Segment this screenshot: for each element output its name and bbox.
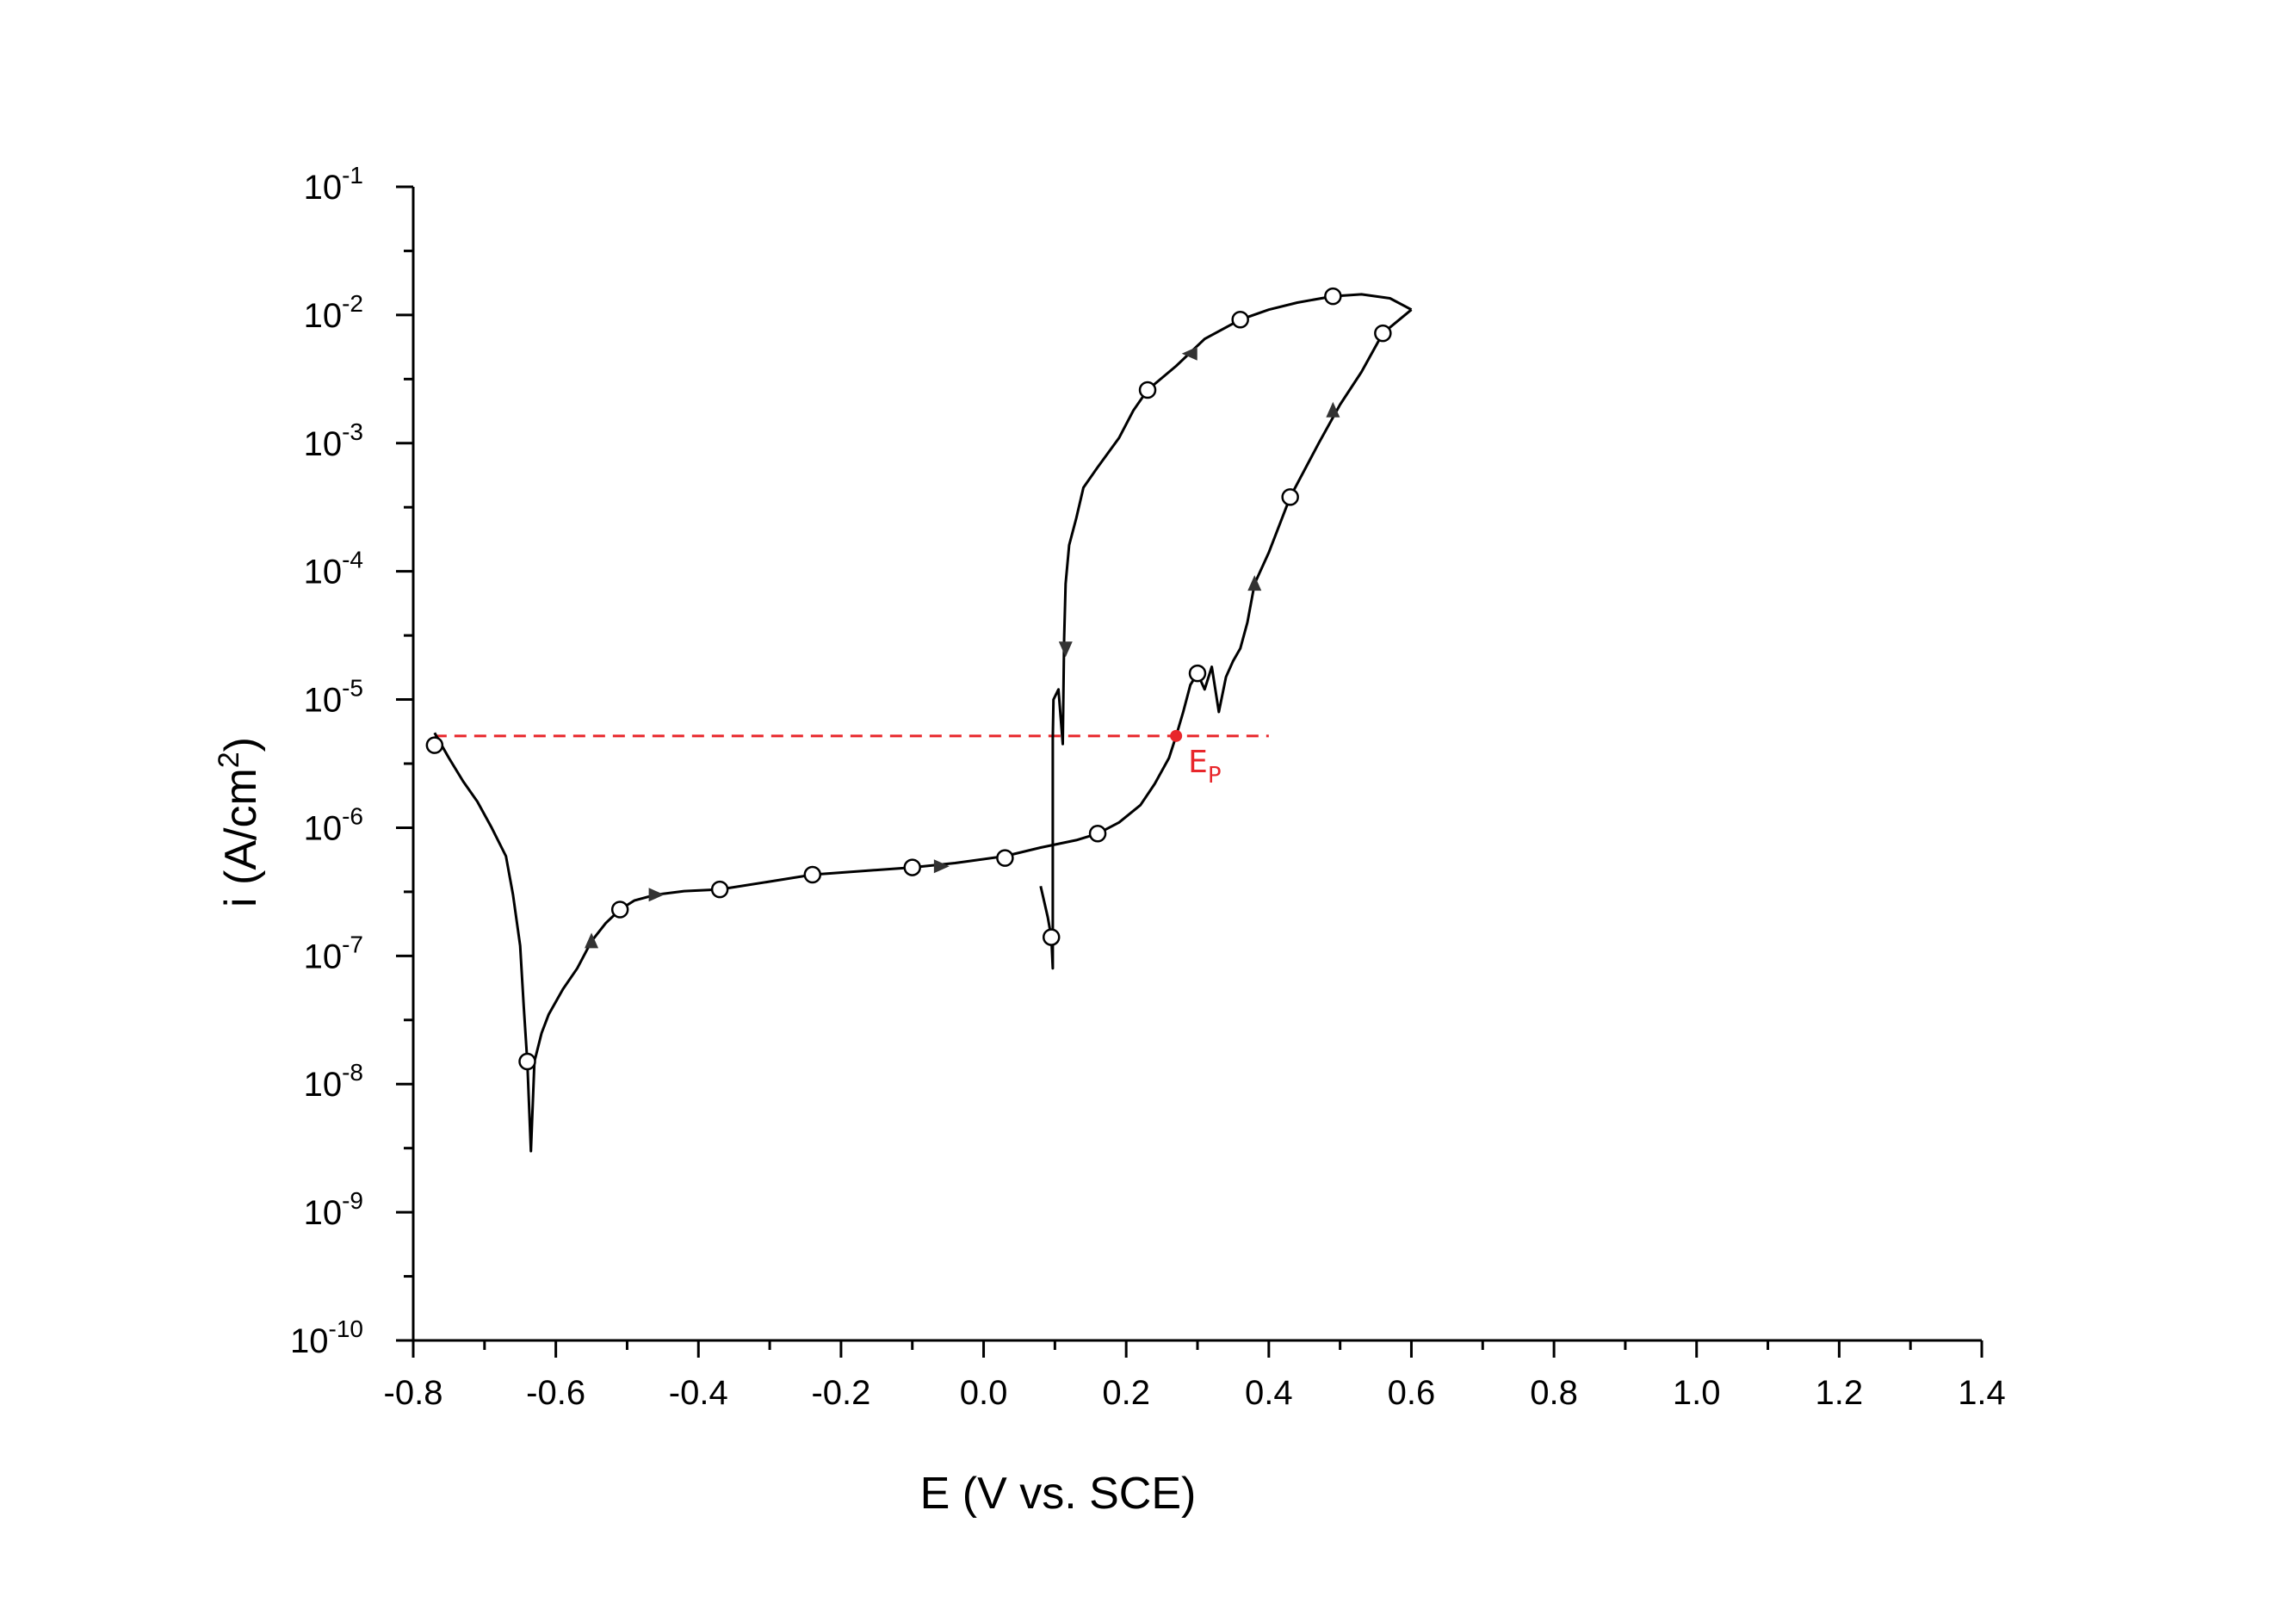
x-tick-label: 1.2	[1816, 1374, 1864, 1412]
y-tick-label: 10-5	[304, 675, 363, 720]
data-marker	[1324, 287, 1342, 306]
marker-group	[425, 287, 1392, 1071]
direction-arrow	[648, 888, 665, 902]
data-marker	[903, 858, 921, 876]
ep-annotation: EP	[1170, 729, 1222, 789]
ep-label: EP	[1188, 745, 1221, 789]
forward-scan-curve	[433, 308, 1413, 1153]
x-tick-label: 0.6	[1388, 1374, 1436, 1412]
data-marker	[710, 880, 729, 899]
x-tick-label: 0.4	[1245, 1374, 1293, 1412]
axis-ticks	[396, 185, 1983, 1358]
y-tick-label: 10-6	[304, 802, 363, 847]
x-tick-label: 1.0	[1673, 1374, 1721, 1412]
data-marker	[610, 901, 629, 919]
data-marker	[1231, 311, 1249, 329]
y-tick-label: 10-7	[304, 931, 363, 975]
data-marker	[1281, 488, 1299, 506]
direction-arrow	[585, 932, 599, 949]
x-tick-label: 1.4	[1958, 1374, 2006, 1412]
x-tick-label: 0.2	[1102, 1374, 1150, 1412]
data-marker	[996, 849, 1014, 867]
data-marker	[1088, 825, 1107, 843]
y-tick-label: 10-10	[290, 1315, 363, 1360]
curve-group	[433, 293, 1413, 1153]
direction-arrow	[1181, 346, 1198, 361]
x-tick-label: -0.2	[811, 1374, 870, 1412]
x-tick-label: 0.0	[960, 1374, 1008, 1412]
x-tick-label: -0.8	[384, 1374, 443, 1412]
tick-labels: -0.8 -0.6 -0.4 -0.2 0.0 0.2 0.4 0.6 0.8 1.0 1.2 1.4…	[290, 162, 2006, 1412]
direction-arrow	[1247, 575, 1262, 591]
direction-arrow	[1326, 401, 1340, 418]
arrow-group	[585, 346, 1340, 949]
y-tick-label: 10-4	[304, 547, 363, 591]
data-marker	[425, 736, 444, 754]
data-marker	[1042, 928, 1061, 946]
direction-arrow	[1058, 641, 1073, 658]
reverse-scan-curve	[1039, 293, 1413, 970]
x-tick-label: -0.4	[669, 1374, 728, 1412]
data-marker	[1138, 381, 1157, 399]
y-tick-label: 10-2	[304, 290, 363, 335]
x-axis-title: E (V vs. SCE)	[920, 1469, 1197, 1519]
x-tick-label: 0.8	[1530, 1374, 1578, 1412]
y-axis-title-sup: 2	[213, 752, 245, 768]
y-axis-title: i (A/cm2)	[213, 737, 266, 907]
x-tick-label: -0.6	[526, 1374, 585, 1412]
y-tick-label: 10-1	[304, 162, 363, 207]
data-marker	[1188, 664, 1207, 683]
y-axis-title-close: )	[216, 737, 266, 752]
data-marker	[803, 865, 822, 884]
y-tick-label: 10-3	[304, 418, 363, 463]
direction-arrow	[933, 859, 950, 874]
data-marker	[518, 1052, 536, 1071]
y-tick-label: 10-8	[304, 1059, 363, 1104]
y-tick-label: 10-9	[304, 1187, 363, 1232]
y-axis-title-main: i (A/cm	[216, 768, 266, 907]
data-marker	[1374, 324, 1392, 343]
ep-point	[1170, 729, 1183, 742]
